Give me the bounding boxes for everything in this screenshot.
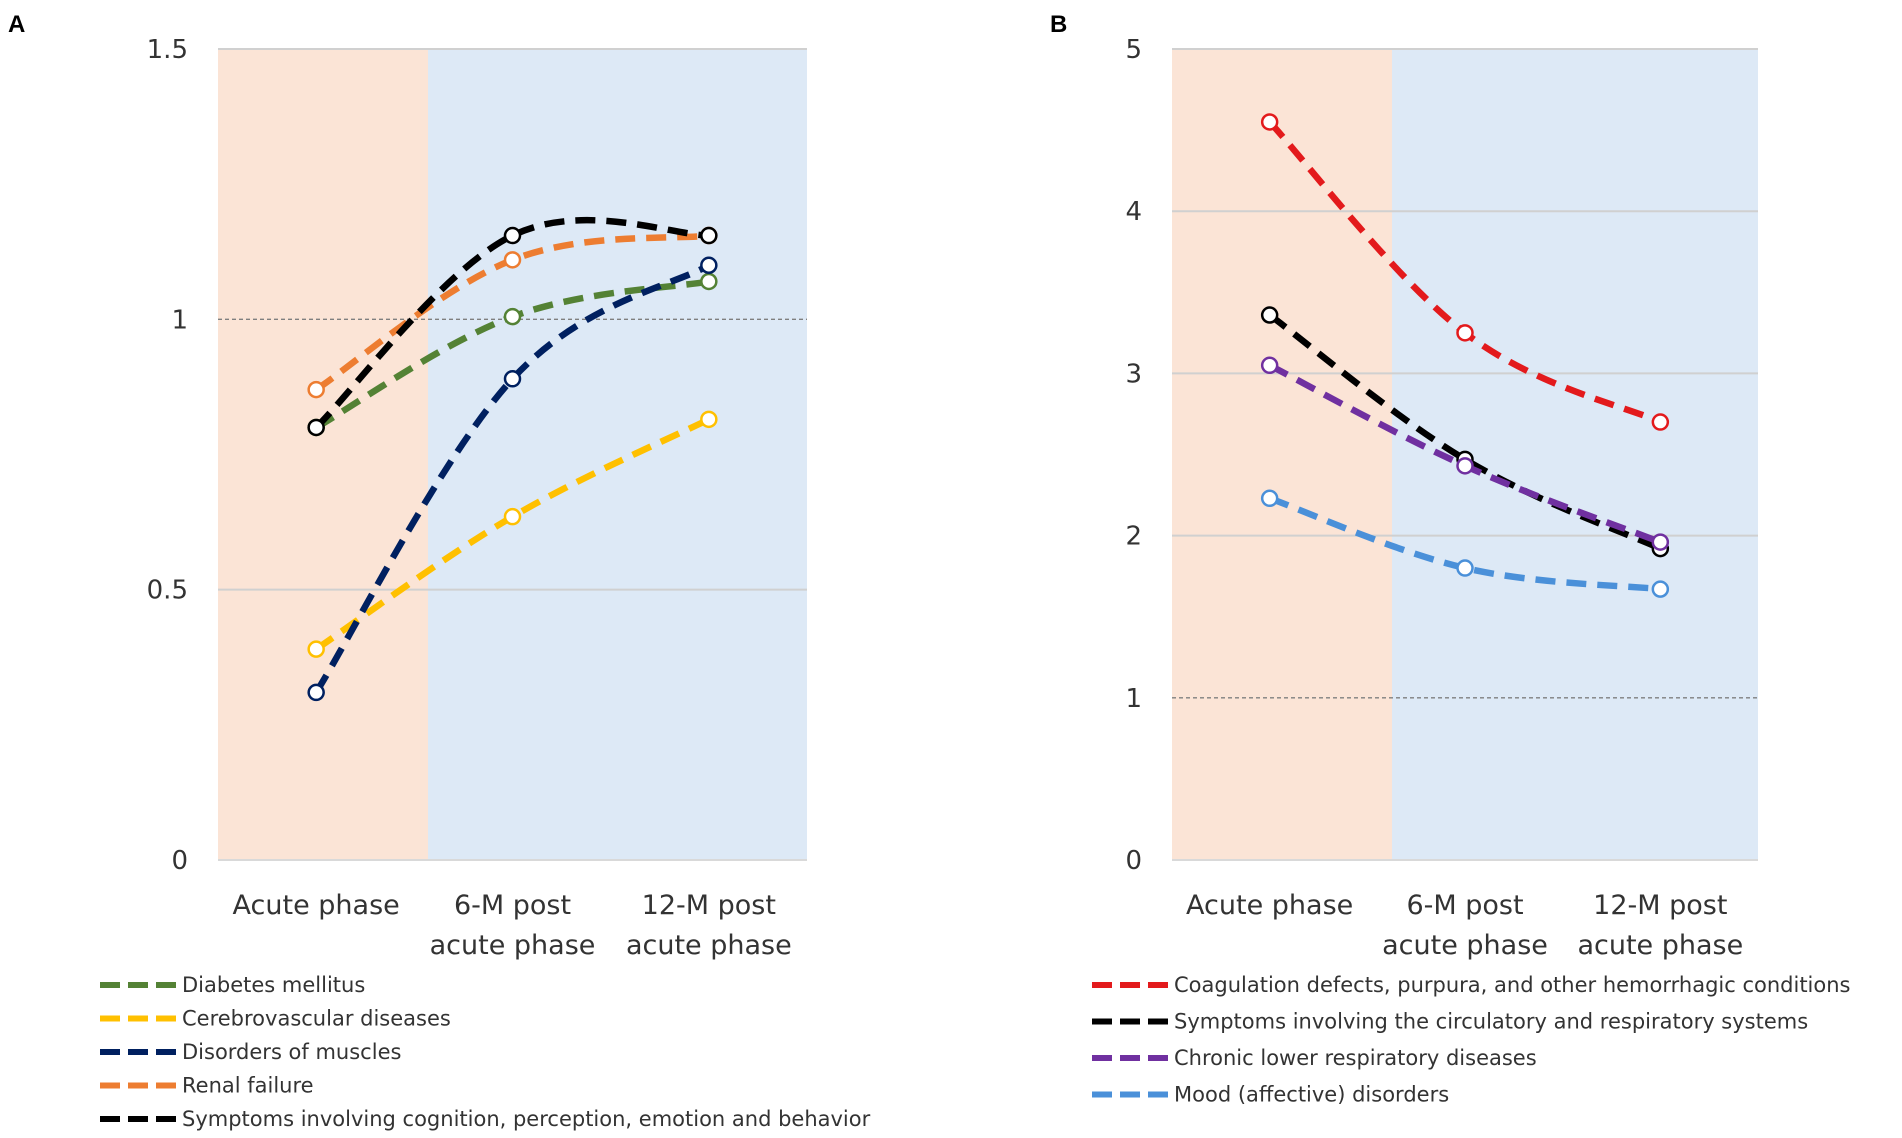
legend-entry: Diabetes mellitus bbox=[182, 973, 365, 997]
legend-entry: Symptoms involving cognition, perception… bbox=[182, 1107, 871, 1131]
series-coagulation-defects-purpura-and-other-hemorrhagic-conditions bbox=[1260, 113, 1670, 431]
series-disorders-of-muscles bbox=[307, 256, 718, 702]
data-point bbox=[1260, 306, 1279, 324]
series-line bbox=[1268, 495, 1661, 593]
data-point bbox=[307, 640, 325, 658]
y-tick-label: 0 bbox=[1125, 846, 1142, 876]
x-category-label: 12-M post bbox=[642, 890, 776, 921]
legend-entry: Chronic lower respiratory diseases bbox=[1174, 1046, 1537, 1070]
data-point bbox=[1456, 457, 1474, 475]
data-point bbox=[503, 226, 522, 245]
legend-entry: Symptoms involving the circulatory and r… bbox=[1174, 1010, 1808, 1034]
data-point bbox=[700, 226, 718, 245]
legend-entry: Mood (affective) disorders bbox=[1174, 1083, 1449, 1107]
series-chronic-lower-respiratory-diseases bbox=[1260, 356, 1670, 551]
x-category-label: acute phase bbox=[1382, 930, 1548, 961]
legend: Diabetes mellitus Cerebrovascular disease… bbox=[100, 973, 871, 1131]
x-category-label: acute phase bbox=[626, 930, 792, 961]
y-tick-label: 3 bbox=[1125, 359, 1142, 389]
data-point bbox=[503, 507, 522, 526]
x-category-label: acute phase bbox=[430, 930, 596, 961]
data-point bbox=[1651, 413, 1670, 431]
series-line bbox=[1267, 312, 1662, 552]
data-point bbox=[1651, 580, 1670, 598]
data-point bbox=[1260, 113, 1279, 131]
data-point bbox=[1456, 559, 1474, 577]
y-tick-label: 0 bbox=[171, 846, 188, 876]
data-point bbox=[1456, 324, 1474, 342]
x-category-label: acute phase bbox=[1577, 930, 1743, 961]
acute-phase-band bbox=[218, 49, 428, 860]
chart-panel-b: B 0 1 2 3 4 5 Acute phase 6-M post acute phase 12-… bbox=[1050, 11, 1851, 1107]
data-point bbox=[307, 683, 325, 702]
chart-panel-a: A 0 0.5 1 1.5 Acute phase 6-M post acute phase 1… bbox=[8, 11, 871, 1131]
y-tick-label: 2 bbox=[1125, 522, 1142, 552]
series-line bbox=[313, 262, 711, 695]
series-line bbox=[313, 216, 709, 430]
legend-entry: Coagulation defects, purpura, and other … bbox=[1174, 973, 1851, 997]
data-point bbox=[503, 251, 522, 269]
legend: Coagulation defects, purpura, and other … bbox=[1092, 973, 1851, 1107]
x-category-label: Acute phase bbox=[233, 890, 400, 921]
x-category-label: 6-M post bbox=[454, 890, 571, 921]
acute-phase-band bbox=[1172, 49, 1392, 860]
y-tick-label: 4 bbox=[1125, 197, 1142, 227]
series-mood-affective-disorders bbox=[1260, 489, 1670, 598]
panel-letter: A bbox=[8, 11, 25, 38]
data-point bbox=[1260, 489, 1279, 508]
data-point bbox=[1260, 356, 1279, 375]
data-point bbox=[1651, 533, 1670, 551]
data-point bbox=[307, 418, 325, 437]
legend-entry: Cerebrovascular diseases bbox=[182, 1007, 451, 1031]
x-category-label: 6-M post bbox=[1406, 890, 1523, 921]
data-point bbox=[307, 380, 325, 399]
data-point bbox=[503, 307, 522, 326]
panel-letter: B bbox=[1050, 11, 1067, 38]
series-symptoms-involving-cognition-perception-emotion-and-behavior bbox=[307, 216, 718, 437]
legend-entry: Renal failure bbox=[182, 1074, 314, 1098]
data-point bbox=[700, 256, 718, 275]
x-category-label: 12-M post bbox=[1593, 890, 1727, 921]
y-tick-label: 1 bbox=[1125, 684, 1142, 714]
legend-entry: Disorders of muscles bbox=[182, 1040, 401, 1064]
y-tick-label: 1 bbox=[171, 305, 188, 335]
y-tick-label: 5 bbox=[1125, 35, 1142, 65]
x-category-label: Acute phase bbox=[1186, 890, 1353, 921]
data-point bbox=[503, 370, 522, 388]
data-point bbox=[700, 272, 718, 291]
data-point bbox=[700, 410, 718, 429]
y-tick-label: 0.5 bbox=[147, 576, 188, 606]
series-cerebrovascular-diseases bbox=[307, 410, 718, 658]
y-tick-label: 1.5 bbox=[147, 35, 188, 65]
post-acute-phase-band bbox=[428, 49, 807, 860]
